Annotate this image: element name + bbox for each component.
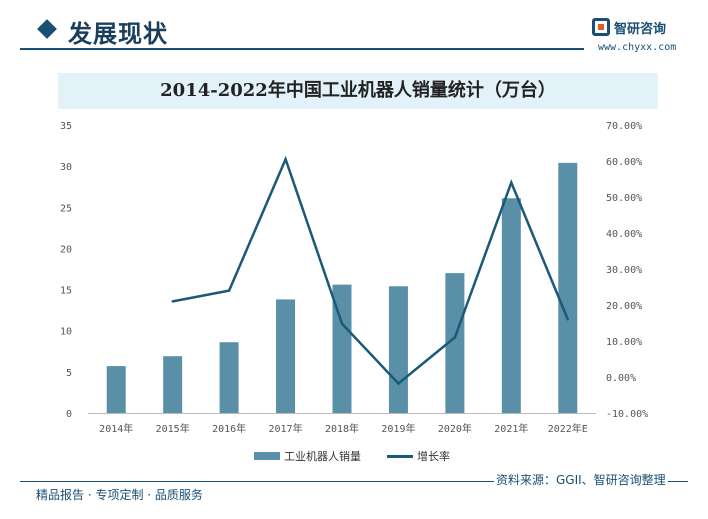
footer-slogan: 精品报告 · 专项定制 · 品质服务 xyxy=(36,488,203,502)
logo-url: www.chyxx.com xyxy=(598,42,677,53)
left-tick-label: 0 xyxy=(66,409,72,420)
line-point xyxy=(284,158,287,161)
bar xyxy=(106,366,126,413)
title-divider xyxy=(20,48,584,50)
right-y-axis: -10.00% 0.00% 10.00% 20.00% 30.00% 40.00% 50.0… xyxy=(606,121,648,420)
x-tick-label: 2017年 xyxy=(269,422,303,435)
legend-line-label: 增长率 xyxy=(417,450,450,463)
right-tick-label: 20.00% xyxy=(606,301,642,312)
chart-title: 2014-2022年中国工业机器人销量统计（万台） xyxy=(160,80,556,101)
line-point xyxy=(453,336,457,339)
bar xyxy=(276,299,296,413)
left-tick-label: 25 xyxy=(60,203,72,214)
logo-name: 智研咨询 xyxy=(614,22,667,37)
left-tick-label: 20 xyxy=(60,244,72,255)
chart-title-box: 2014-2022年中国工业机器人销量统计（万台） xyxy=(58,73,658,109)
x-tick-label: 2021年 xyxy=(494,422,528,435)
footer-source: 资料来源：GGII、智研咨询整理 xyxy=(494,471,668,488)
bar xyxy=(163,356,183,413)
left-tick-label: 5 xyxy=(66,368,72,379)
x-axis: 2014年 2015年 2016年 2017年 2018年 2019年 2020年 2021年… xyxy=(88,413,596,435)
x-tick-label: 2019年 xyxy=(381,422,415,435)
left-tick-label: 15 xyxy=(60,286,72,297)
line-point xyxy=(397,382,400,385)
right-tick-label: 60.00% xyxy=(606,157,642,168)
x-tick-label: 2018年 xyxy=(325,422,359,435)
right-tick-label: 30.00% xyxy=(606,265,642,276)
left-tick-label: 35 xyxy=(60,121,72,132)
bar xyxy=(558,162,578,413)
left-y-axis: 0 5 10 15 20 25 30 35 xyxy=(60,121,72,420)
legend-bar-label: 工业机器人销量 xyxy=(284,450,361,463)
left-tick-label: 10 xyxy=(60,327,72,338)
legend-bar-swatch xyxy=(254,452,280,460)
right-tick-label: 0.00% xyxy=(606,373,636,384)
line-point xyxy=(171,300,174,303)
legend: 工业机器人销量 增长率 xyxy=(0,446,708,466)
x-tick-label: 2020年 xyxy=(438,422,472,435)
logo: 智研咨询 www.chyxx.com xyxy=(592,18,702,58)
line-series xyxy=(171,155,569,386)
right-tick-label: 50.00% xyxy=(606,193,642,204)
line-point xyxy=(566,318,569,321)
chyxx-logo-icon xyxy=(592,18,610,36)
bar xyxy=(445,273,465,413)
bar-series xyxy=(106,162,578,413)
x-tick-label: 2022年E xyxy=(548,422,588,435)
bar xyxy=(219,342,239,413)
section-title: 发展现状 xyxy=(68,20,168,48)
x-tick-label: 2014年 xyxy=(99,422,133,435)
line-point xyxy=(510,181,513,184)
x-tick-label: 2015年 xyxy=(156,422,190,435)
growth-rate-line xyxy=(172,155,569,386)
line-point xyxy=(340,322,344,325)
footer-divider xyxy=(20,481,688,482)
right-tick-label: -10.00% xyxy=(606,409,648,420)
right-tick-label: 40.00% xyxy=(606,229,642,240)
right-tick-label: 10.00% xyxy=(606,337,642,348)
x-tick-label: 2016年 xyxy=(212,422,246,435)
legend-line-swatch xyxy=(387,455,413,458)
bar xyxy=(501,198,521,413)
bar xyxy=(332,284,352,413)
header: 发展现状 智研咨询 www.chyxx.com xyxy=(0,0,708,60)
line-point xyxy=(227,289,231,292)
bar xyxy=(388,286,408,413)
left-tick-label: 30 xyxy=(60,162,72,173)
right-tick-label: 70.00% xyxy=(606,121,642,132)
